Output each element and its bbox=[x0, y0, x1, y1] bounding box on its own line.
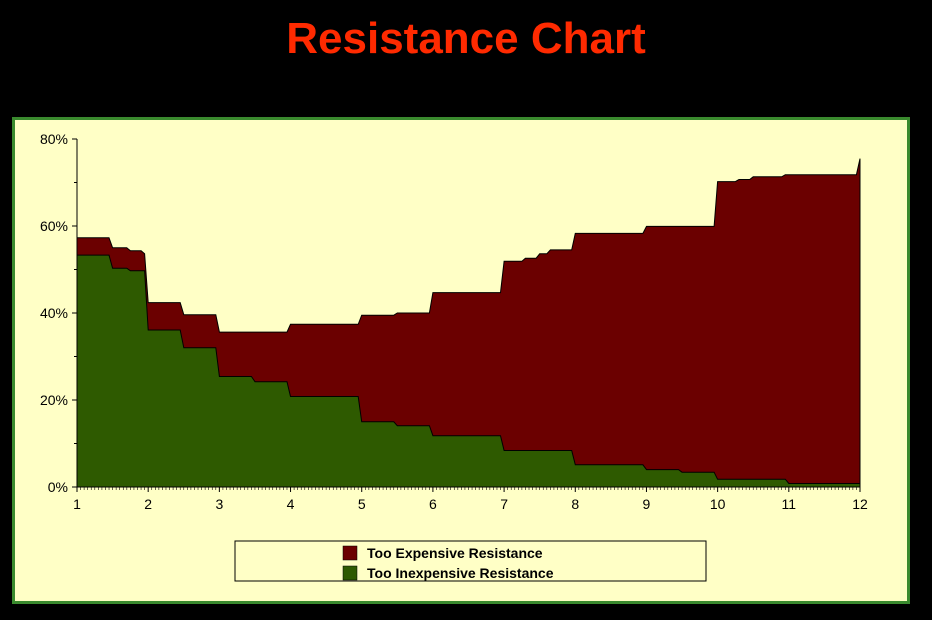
x-tick-label: 7 bbox=[500, 496, 508, 512]
chart-axes: 0%20%40%60%80%1 2 3 4 5 6 7 8 9 10 11 12 bbox=[40, 131, 868, 512]
x-tick-label: 12 bbox=[852, 496, 868, 512]
x-tick-label: 5 bbox=[358, 496, 366, 512]
resistance-area-chart: 0%20%40%60%80%1 2 3 4 5 6 7 8 9 10 11 12 Too Expens… bbox=[40, 131, 868, 582]
y-tick-label: 0% bbox=[48, 479, 68, 495]
x-tick-label: 1 bbox=[73, 496, 81, 512]
x-tick-label: 3 bbox=[215, 496, 223, 512]
legend-label: Too Expensive Resistance bbox=[367, 545, 543, 561]
legend-swatch bbox=[342, 565, 358, 581]
legend-swatch bbox=[342, 545, 358, 561]
area-series-too-inexpensive bbox=[76, 254, 861, 488]
y-tick-label: 80% bbox=[40, 131, 68, 147]
x-tick-label: 8 bbox=[571, 496, 579, 512]
x-tick-label: 11 bbox=[782, 496, 797, 512]
legend-box bbox=[234, 540, 707, 582]
chart-areas bbox=[76, 158, 861, 488]
legend-label: Too Inexpensive Resistance bbox=[367, 565, 554, 581]
y-tick-label: 40% bbox=[40, 305, 68, 321]
x-tick-label: 4 bbox=[287, 496, 295, 512]
chart-title: Resistance Chart bbox=[286, 14, 646, 63]
x-tick-label: 6 bbox=[429, 496, 437, 512]
x-tick-label: 10 bbox=[710, 496, 726, 512]
y-tick-label: 60% bbox=[40, 218, 68, 234]
y-tick-label: 20% bbox=[40, 392, 68, 408]
chart-legend: Too Expensive Resistance Too Inexpensive … bbox=[234, 540, 707, 582]
x-tick-label: 2 bbox=[144, 496, 152, 512]
chart-panel: 0% 20% 40% 60% 80% 1 2 3 4 5 6 7 8 9 10 11 12 Too Expens… bbox=[12, 117, 910, 604]
x-tick-label: 9 bbox=[643, 496, 651, 512]
